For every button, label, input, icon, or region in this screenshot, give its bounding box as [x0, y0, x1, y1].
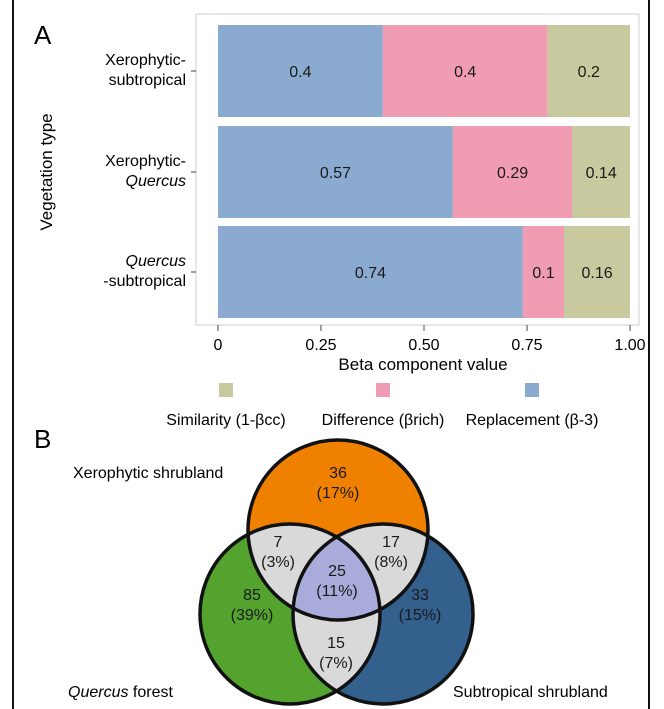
category-label-line: -subtropical [103, 273, 186, 290]
venn-region-xero-only: 36 (17%) [317, 465, 360, 502]
x-axis-label: Beta component value [338, 355, 507, 374]
bar-value-label: 0.57 [320, 165, 351, 182]
legend: Similarity (1-βcc) Difference (βrich) Repl… [166, 383, 598, 429]
bar-value-label: 0.4 [454, 64, 476, 81]
venn-count: 15 [327, 635, 345, 652]
legend-label: Replacement (β-3) [466, 412, 599, 429]
venn-region-all-three: 25 (11%) [316, 563, 358, 600]
venn-region-quercus-only: 85 (39%) [231, 587, 274, 624]
category-label: Quercus -subtropical [103, 253, 186, 290]
bar-value-label: 0.2 [578, 64, 600, 81]
stacked-bar-chart: 0.4 0.4 0.2 0.57 0.29 0.14 0.74 0.1 0.16 Xerophy… [37, 13, 646, 429]
venn-percent: (7%) [319, 655, 353, 672]
venn-count: 33 [411, 587, 429, 604]
x-tick-label: 0.50 [408, 337, 439, 354]
bar-segment [452, 126, 573, 218]
venn-percent: (8%) [374, 554, 408, 571]
x-tick-label: 0.75 [511, 337, 542, 354]
panel-a-label: A [34, 20, 52, 50]
venn-count: 25 [328, 563, 346, 580]
legend-swatch [376, 383, 390, 397]
bar-segment [572, 126, 630, 218]
x-tick-label: 0 [214, 337, 223, 354]
bar-value-label: 0.1 [532, 265, 554, 282]
panel-b-label: B [34, 424, 51, 454]
bar-segment [522, 226, 565, 318]
venn-percent: (15%) [399, 607, 442, 624]
venn-region-xero-quercus: 7 (3%) [261, 534, 295, 571]
quercus-outline [198, 522, 382, 706]
triple-overlap [293, 524, 380, 620]
legend-label: Similarity (1-βcc) [166, 412, 285, 429]
venn-region-quercus-subtropical: 15 (7%) [319, 635, 353, 672]
set-label-quercus: Quercus forest [68, 684, 173, 701]
venn-count: 7 [274, 534, 283, 551]
bar-value-label: 0.74 [355, 265, 386, 282]
category-italic-part: Quercus [126, 253, 186, 270]
venn-region-xero-subtropical: 17 (8%) [374, 534, 408, 571]
legend-label: Difference (βrich) [322, 412, 445, 429]
subtropical-outline [291, 522, 475, 706]
bar-value-label: 0.16 [581, 265, 612, 282]
bar-segment [218, 126, 453, 218]
venn-count: 17 [382, 534, 400, 551]
venn-count: 85 [243, 587, 261, 604]
set-label-xerophytic: Xerophytic shrubland [73, 465, 223, 482]
bar-segment [218, 226, 523, 318]
category-label-line: Xerophytic- [105, 52, 186, 69]
venn-percent: (3%) [261, 554, 295, 571]
category-labels: Xerophytic-subtropicalXerophytic-Quercus… [103, 52, 196, 290]
bar-segment [564, 226, 630, 318]
x-tick-label: 1.00 [614, 337, 645, 354]
set-label-quercus-italic: Quercus [68, 684, 128, 701]
category-label-line: Quercus [126, 173, 186, 190]
legend-swatch [219, 383, 233, 397]
set-label-subtropical: Subtropical shrubland [453, 684, 608, 701]
bar-segment [547, 25, 630, 117]
venn-region-subtropical-only: 33 (15%) [399, 587, 442, 624]
category-italic-part: Quercus [126, 173, 186, 190]
venn-count: 36 [329, 465, 347, 482]
category-label-line: subtropical [109, 72, 186, 89]
figure-frame [12, 0, 650, 709]
category-label: Xerophytic- Quercus [105, 153, 186, 190]
x-axis-ticks: 0 0.25 0.50 0.75 1.00 [214, 325, 646, 354]
venn-diagram: 36 (17%) 85 (39%) 33 (15%) 7 (3%) 17 (8%) 15 (7%) 25… [68, 438, 608, 706]
x-tick-label: 0.25 [305, 337, 336, 354]
venn-percent: (17%) [317, 485, 360, 502]
venn-region-labels: 36 (17%) 85 (39%) 33 (15%) 7 (3%) 17 (8%) 15 (7%) 25… [231, 465, 442, 672]
category-label: Xerophytic-subtropical [105, 52, 186, 89]
venn-percent: (39%) [231, 607, 274, 624]
bar-group: 0.4 0.4 0.2 0.57 0.29 0.14 0.74 0.1 0.16 [218, 25, 630, 318]
bar-segment [218, 25, 383, 117]
xerophytic-outline [246, 438, 430, 622]
bar-segment [382, 25, 548, 117]
set-label-quercus-rest: forest [128, 684, 173, 701]
legend-swatch [525, 383, 539, 397]
category-label-line: Quercus [126, 253, 186, 270]
plot-area-border [195, 13, 640, 326]
y-axis-label: Vegetation type [37, 113, 56, 230]
category-label-line: Xerophytic- [105, 153, 186, 170]
bar-value-label: 0.14 [586, 165, 617, 182]
bar-value-label: 0.4 [289, 64, 311, 81]
bar-value-label: 0.29 [497, 165, 528, 182]
venn-percent: (11%) [316, 583, 358, 600]
